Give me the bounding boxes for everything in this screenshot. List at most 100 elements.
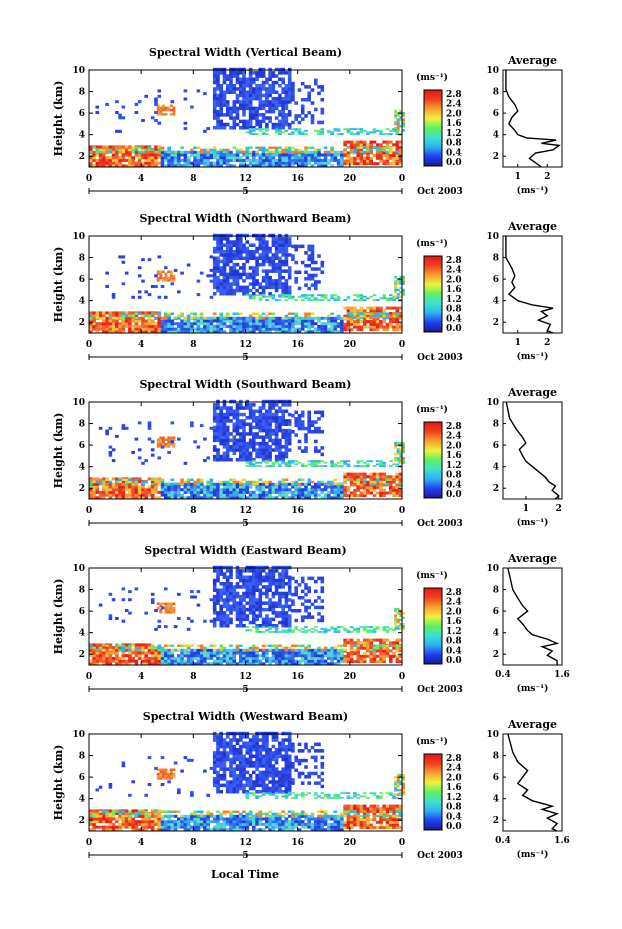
heatmap-cell xyxy=(173,493,178,497)
heatmap-cell xyxy=(209,161,214,165)
heatmap-cell xyxy=(375,654,380,658)
heatmap-cell xyxy=(399,118,403,121)
heatmap-cell xyxy=(359,325,364,329)
heatmap-cell xyxy=(144,330,148,334)
heatmap-cell xyxy=(108,148,113,152)
heatmap-cell xyxy=(154,482,158,486)
heatmap-cell xyxy=(128,153,132,157)
heatmap-cell xyxy=(314,659,318,663)
heatmap-cell xyxy=(193,146,197,149)
heatmap-cell xyxy=(287,156,292,160)
heatmap-cell xyxy=(144,161,148,165)
heatmap-cell xyxy=(239,316,243,320)
heatmap-cell xyxy=(261,662,266,666)
heatmap-cell xyxy=(291,322,295,326)
heatmap-cell xyxy=(219,648,223,652)
heatmap-cells xyxy=(89,565,405,666)
heatmap-cell xyxy=(287,438,292,443)
heatmap-cell xyxy=(265,133,269,135)
heatmap-cell xyxy=(190,424,194,428)
heatmap-cell xyxy=(385,312,390,315)
heatmap-cell xyxy=(346,475,351,479)
avg-profile-line xyxy=(505,236,554,334)
heatmap-cell xyxy=(144,156,148,160)
heatmap-cell xyxy=(369,148,373,152)
heatmap-cell xyxy=(170,312,175,315)
heatmap-cell xyxy=(225,594,230,599)
heatmap-cell xyxy=(190,324,194,328)
heatmap-cell xyxy=(258,299,263,301)
heatmap-cell xyxy=(379,460,383,463)
heatmap-cell xyxy=(212,617,217,622)
heatmap-cell xyxy=(248,128,253,131)
heatmap-cell xyxy=(154,148,158,152)
heatmap-cell xyxy=(235,412,240,417)
heatmap-cell xyxy=(258,262,263,267)
heatmap-cell xyxy=(385,154,390,158)
heatmap-cell xyxy=(382,314,386,318)
heatmap-cell xyxy=(396,288,400,292)
heatmap-cell xyxy=(265,651,269,655)
heatmap-cell xyxy=(193,156,197,160)
heatmap-cell xyxy=(394,444,398,447)
heatmap-cell xyxy=(297,164,302,168)
heatmap-cell xyxy=(281,148,285,152)
heatmap-cell xyxy=(261,71,266,75)
heatmap-cell xyxy=(287,441,292,446)
heatmap-cell xyxy=(209,482,214,486)
heatmap-cell xyxy=(274,654,279,658)
heatmap-cell xyxy=(128,488,132,492)
heatmap-cell xyxy=(108,493,113,497)
heatmap-cell xyxy=(167,156,171,160)
heatmap-cell xyxy=(170,100,175,104)
heatmap-cell xyxy=(212,153,217,157)
heatmap-cell xyxy=(95,150,100,154)
heatmap-cell xyxy=(402,459,405,462)
heatmap-cell xyxy=(235,87,240,91)
heatmap-cell xyxy=(281,126,285,130)
x-tick-label: 0 xyxy=(86,174,92,184)
heatmap-cell xyxy=(366,465,370,467)
heatmap-cell xyxy=(398,146,403,149)
heatmap-cell xyxy=(395,486,400,490)
heatmap-cell xyxy=(398,325,403,329)
heatmap-cell xyxy=(389,322,393,326)
heatmap-cell xyxy=(291,430,295,434)
heatmap-cell xyxy=(242,119,246,124)
heatmap-cell xyxy=(278,485,282,489)
heatmap-cell xyxy=(108,643,113,647)
heatmap-cell xyxy=(248,282,253,286)
heatmap-cell xyxy=(349,322,354,326)
heatmap-cell xyxy=(92,316,96,320)
heatmap-cell xyxy=(186,478,191,481)
heatmap-cell xyxy=(137,493,142,497)
heatmap-cell xyxy=(392,162,396,166)
heatmap-cell xyxy=(164,322,168,326)
heatmap-cell xyxy=(160,327,165,331)
heatmap-cell xyxy=(239,451,243,456)
heatmap-cell xyxy=(297,327,302,331)
heatmap-cell xyxy=(219,651,223,655)
heatmap-cell xyxy=(395,483,400,487)
heatmap-cell xyxy=(287,150,292,154)
heatmap-cell xyxy=(147,148,152,152)
heatmap-cell xyxy=(232,275,237,280)
heatmap-cell xyxy=(118,116,122,120)
heatmap-cell xyxy=(353,472,357,476)
heatmap-cell xyxy=(89,478,93,481)
heatmap-cell xyxy=(320,88,325,92)
heatmap-cell xyxy=(268,164,272,168)
heatmap-cell xyxy=(278,150,282,154)
heatmap-cell xyxy=(95,322,100,326)
heatmap-cell xyxy=(102,322,106,326)
heatmap-cell xyxy=(177,164,181,168)
heatmap-cell xyxy=(261,275,266,280)
heatmap-cell xyxy=(108,482,113,486)
heatmap-cell xyxy=(248,422,253,426)
heatmap-cell xyxy=(362,494,367,498)
heatmap-cell xyxy=(261,490,266,494)
heatmap-cell xyxy=(115,330,119,334)
heatmap-cell xyxy=(144,148,148,152)
heatmap-cell xyxy=(172,438,176,442)
heatmap-cell xyxy=(118,485,122,489)
